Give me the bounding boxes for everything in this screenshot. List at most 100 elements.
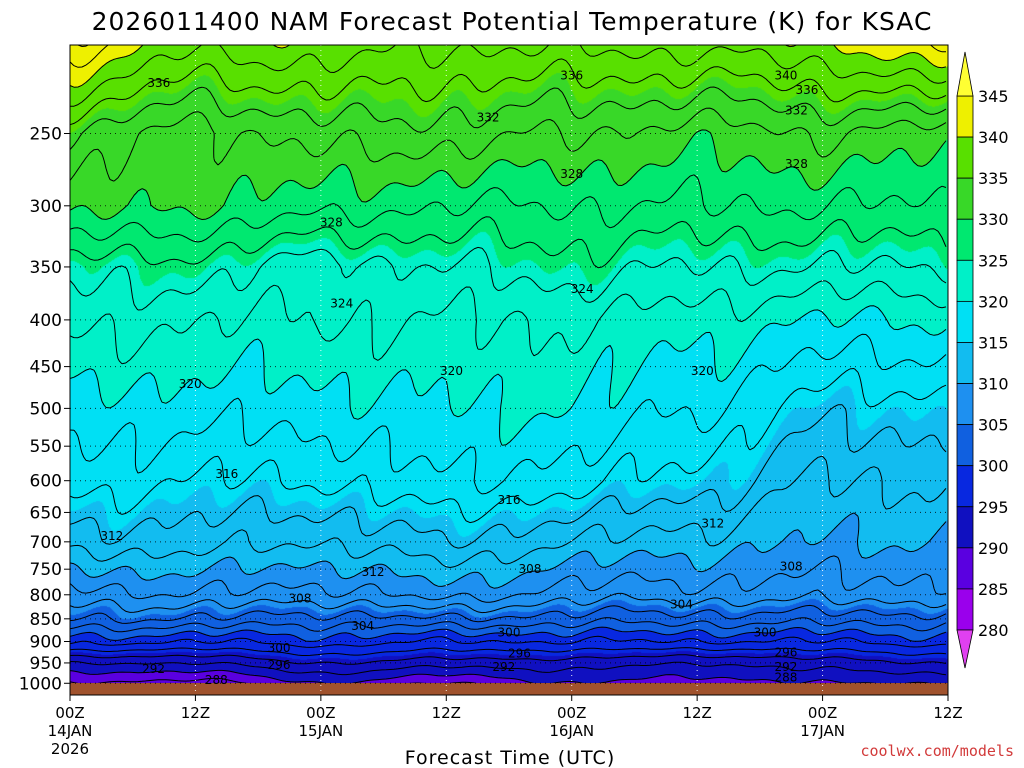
contour-296 xyxy=(69,647,947,656)
colorbar-tick-label-290: 290 xyxy=(978,539,1009,558)
contour-label-text: 320 xyxy=(440,364,463,378)
contour-label-text: 336 xyxy=(147,76,170,90)
contour-label-18: 312 xyxy=(362,565,385,579)
contour-310 xyxy=(69,512,947,589)
contour-label-text: 300 xyxy=(754,626,777,640)
y-tick-label-400: 400 xyxy=(30,311,62,331)
contour-314 xyxy=(69,404,947,549)
contour-label-text: 328 xyxy=(320,216,343,230)
contour-label-19: 308 xyxy=(288,592,311,606)
y-tick-label-600: 600 xyxy=(30,472,62,492)
contour-label-text: 312 xyxy=(362,565,385,579)
contour-label-23: 304 xyxy=(670,598,693,612)
contour-330 xyxy=(69,129,947,220)
contour-316 xyxy=(69,368,947,524)
contour-label-5: 332 xyxy=(785,104,808,118)
colorbar-tick-label-320: 320 xyxy=(978,292,1009,311)
contour-label-text: 292 xyxy=(492,660,515,674)
contour-label-text: 320 xyxy=(691,364,714,378)
contour-298 xyxy=(69,635,947,648)
y-tick-label-500: 500 xyxy=(30,399,62,419)
contour-label-text: 340 xyxy=(775,69,798,83)
contour-label-21: 308 xyxy=(780,560,803,574)
colorbar-segment-330 xyxy=(956,177,974,220)
colorbar-segment-285 xyxy=(956,547,974,590)
colorbar-segment-320 xyxy=(956,259,974,302)
contour-label-text: 328 xyxy=(560,167,583,181)
colorbar-segment-325 xyxy=(956,218,974,261)
y-tick-label-450: 450 xyxy=(30,358,62,378)
y-tick-label-350: 350 xyxy=(30,258,62,278)
contour-326 xyxy=(70,216,947,269)
colorbar-top-arrow xyxy=(956,51,974,97)
contour-label-text: 296 xyxy=(775,645,798,659)
colorbar-tick-label-345: 345 xyxy=(978,87,1009,106)
contour-label-text: 324 xyxy=(330,297,353,311)
contour-label-15: 316 xyxy=(498,493,521,507)
colorbar-segment-315 xyxy=(956,300,974,343)
contour-label-20: 308 xyxy=(518,562,541,576)
contour-302 xyxy=(69,617,947,633)
contour-label-text: 288 xyxy=(205,673,228,687)
contour-label-31: 292 xyxy=(492,660,515,674)
x-tick-label: 12Z xyxy=(181,704,210,722)
contour-label-text: 288 xyxy=(775,670,798,684)
colorbar-segment-300 xyxy=(956,424,974,467)
colorbar-bottom-arrow xyxy=(956,629,974,669)
contour-label-text: 328 xyxy=(785,157,808,171)
colorbar-segment-290 xyxy=(956,506,974,549)
contour-label-text: 292 xyxy=(775,660,798,674)
contour-label-30: 292 xyxy=(142,662,165,676)
colorbar-segment-310 xyxy=(956,342,974,384)
contour-label-27: 296 xyxy=(268,658,291,672)
contour-label-text: 308 xyxy=(780,560,803,574)
contour-336 xyxy=(69,58,947,126)
x-tick-date: 16JAN xyxy=(549,722,594,740)
colorbar-tick-label-315: 315 xyxy=(978,333,1009,352)
y-tick-label-950: 950 xyxy=(30,654,62,674)
contour-label-text: 308 xyxy=(518,562,541,576)
colorbar-tick-label-300: 300 xyxy=(978,457,1009,476)
colorbar-segment-305 xyxy=(956,383,974,426)
colorbar-tick-label-280: 280 xyxy=(978,621,1009,640)
y-tick-label-750: 750 xyxy=(30,560,62,580)
credit-text: coolwx.com/models xyxy=(860,742,1014,760)
contour-label-text: 304 xyxy=(351,619,374,633)
contour-label-text: 324 xyxy=(571,282,594,296)
contour-label-14: 316 xyxy=(215,467,238,481)
y-tick-label-1000: 1000 xyxy=(19,674,62,694)
contour-label-text: 296 xyxy=(268,658,291,672)
contour-340 xyxy=(69,44,947,88)
y-tick-label-800: 800 xyxy=(30,586,62,606)
x-tick-label: 00Z xyxy=(55,704,84,722)
colorbar: 345 340 335 330 325 320 315 310 305 300 295 290 285 2… xyxy=(956,51,1009,669)
contour-label-text: 316 xyxy=(498,493,521,507)
contour-label-text: 336 xyxy=(795,83,818,97)
contour-label-34: 288 xyxy=(775,670,798,684)
contour-label-0: 336 xyxy=(147,76,170,90)
contour-label-4: 332 xyxy=(477,110,500,124)
contour-label-2: 340 xyxy=(775,69,798,83)
contour-label-text: 312 xyxy=(100,529,123,543)
contour-label-text: 332 xyxy=(477,110,500,124)
contour-label-6: 328 xyxy=(560,167,583,181)
y-tick-label-850: 850 xyxy=(30,610,62,630)
colorbar-tick-label-340: 340 xyxy=(978,128,1009,147)
contour-label-text: 320 xyxy=(179,377,202,391)
contour-label-text: 308 xyxy=(288,592,311,606)
contour-label-16: 312 xyxy=(100,529,123,543)
contour-label-7: 328 xyxy=(785,157,808,171)
y-tick-label-300: 300 xyxy=(30,197,62,217)
contour-label-22: 304 xyxy=(351,619,374,633)
y-tick-label-650: 650 xyxy=(30,503,62,523)
contour-320 xyxy=(69,305,947,446)
colorbar-tick-label-325: 325 xyxy=(978,251,1009,270)
ground-surface xyxy=(70,683,948,695)
contour-label-text: 300 xyxy=(498,626,521,640)
colorbar-tick-label-335: 335 xyxy=(978,169,1009,188)
x-tick-label: 00Z xyxy=(306,704,335,722)
